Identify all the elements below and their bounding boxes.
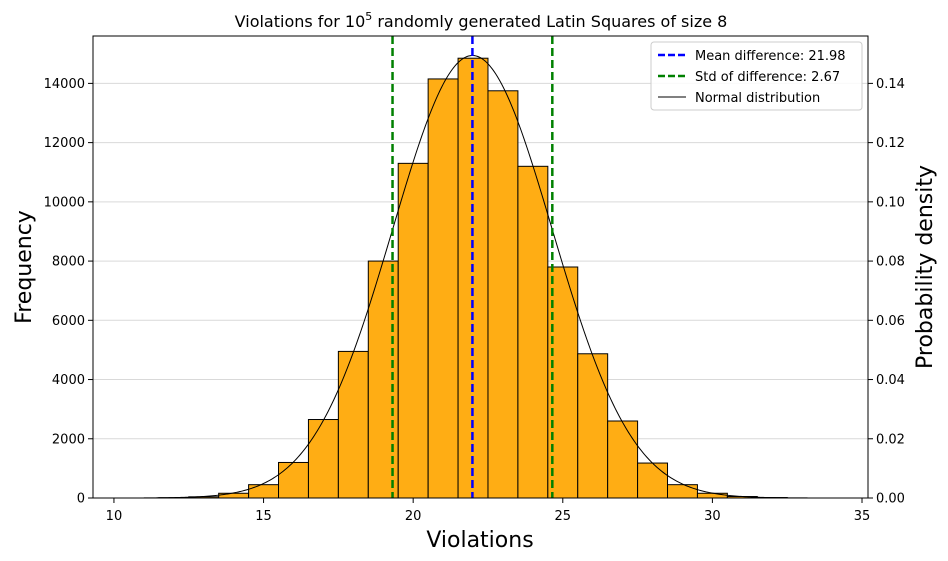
left-y-axis-ticks: 0 2000 4000 6000 8000 10000 12000 14000 bbox=[44, 77, 93, 507]
right-y-tick-label: 0.06 bbox=[876, 314, 905, 329]
histogram-bar bbox=[427, 78, 459, 499]
reference-lines bbox=[391, 36, 554, 498]
plot-frame bbox=[92, 35, 869, 499]
histogram-bar bbox=[278, 461, 309, 499]
normal-curve-layer bbox=[143, 55, 833, 499]
right-y-tick-label: 0.04 bbox=[876, 373, 905, 388]
histogram-bar bbox=[218, 492, 250, 499]
right-y-tick-label: 0.02 bbox=[876, 432, 905, 447]
x-tick-label: 35 bbox=[854, 509, 871, 524]
legend-label-std: Std of difference: 2.67 bbox=[695, 70, 840, 85]
histogram-bar bbox=[337, 350, 369, 499]
histogram-bar bbox=[397, 162, 429, 499]
x-tick-label: 10 bbox=[106, 509, 123, 524]
left-y-tick-label: 8000 bbox=[52, 255, 85, 270]
histogram-bars bbox=[158, 57, 788, 499]
x-axis-ticks: 10 15 20 25 30 35 bbox=[106, 498, 871, 524]
histogram-bar bbox=[248, 484, 280, 499]
histogram-bar bbox=[577, 353, 609, 499]
histogram-bar bbox=[307, 419, 339, 499]
right-y-tick-label: 0.10 bbox=[876, 195, 905, 210]
right-y-tick-label: 0.00 bbox=[876, 492, 905, 507]
chart-title-suffix: randomly generated Latin Squares of size… bbox=[372, 12, 727, 31]
x-tick-label: 20 bbox=[405, 509, 422, 524]
histogram-bar bbox=[696, 492, 728, 499]
left-y-tick-label: 4000 bbox=[52, 373, 85, 388]
histogram-bar bbox=[517, 165, 549, 499]
left-y-tick-label: 2000 bbox=[52, 432, 85, 447]
right-y-tick-label: 0.14 bbox=[876, 77, 905, 92]
left-y-tick-label: 14000 bbox=[44, 77, 85, 92]
right-y-axis-ticks: 0.00 0.02 0.04 0.06 0.08 0.10 0.12 0.14 bbox=[868, 77, 905, 507]
right-y-tick-label: 0.12 bbox=[876, 136, 905, 151]
legend: Mean difference: 21.98 Std of difference… bbox=[650, 41, 863, 111]
x-tick-label: 30 bbox=[704, 509, 721, 524]
chart-title-superscript: 5 bbox=[365, 10, 372, 23]
histogram-bar bbox=[637, 462, 669, 499]
legend-label-normal: Normal distribution bbox=[695, 91, 820, 106]
left-y-tick-label: 0 bbox=[77, 492, 85, 507]
histogram-bar bbox=[487, 90, 519, 499]
chart-title: Violations for 105 randomly generated La… bbox=[235, 10, 728, 31]
left-y-tick-label: 10000 bbox=[44, 195, 85, 210]
histogram-bar bbox=[667, 484, 698, 499]
legend-label-mean: Mean difference: 21.98 bbox=[695, 49, 846, 64]
x-tick-label: 15 bbox=[255, 509, 272, 524]
right-y-tick-label: 0.08 bbox=[876, 255, 905, 270]
left-y-axis-title: Frequency bbox=[12, 210, 37, 324]
left-y-tick-label: 12000 bbox=[44, 136, 85, 151]
normal-distribution-curve bbox=[143, 55, 833, 499]
legend-box bbox=[650, 41, 863, 111]
left-y-tick-label: 6000 bbox=[52, 314, 85, 329]
x-axis-title: Violations bbox=[426, 528, 533, 553]
chart-title-prefix: Violations for 10 bbox=[235, 12, 366, 31]
right-y-axis-title: Probability density bbox=[913, 165, 938, 369]
histogram-bar bbox=[607, 420, 639, 499]
x-tick-label: 25 bbox=[555, 509, 572, 524]
